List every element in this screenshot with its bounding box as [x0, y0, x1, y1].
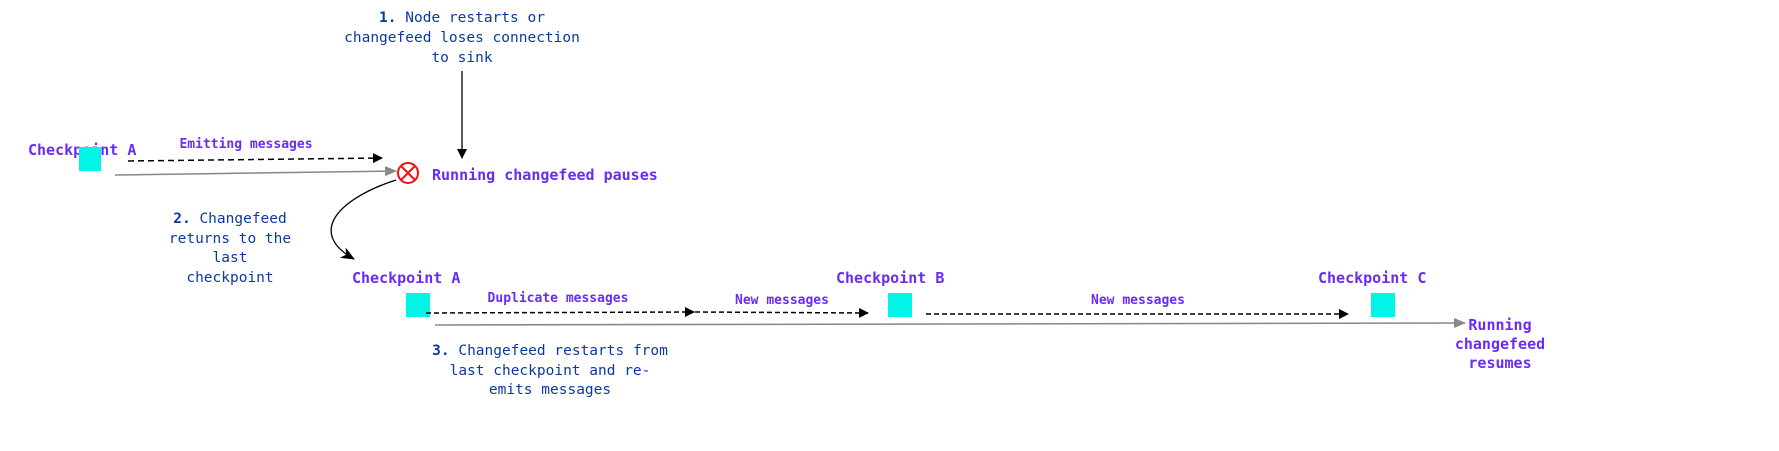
step3-note: 3. Changefeed restarts from last checkpo…	[432, 343, 668, 398]
message-label: New messages	[1091, 293, 1185, 308]
checkpoint-marker	[1371, 293, 1395, 317]
note-line: last	[213, 250, 248, 266]
step-number: 1.	[379, 10, 396, 26]
note-line: Changefeed	[199, 211, 286, 227]
message-label: New messages	[735, 293, 829, 308]
svg-text:1. Node restarts or: 1. Node restarts or	[379, 10, 545, 26]
note-line: Node restarts or	[405, 10, 545, 26]
message-label: Duplicate messages	[488, 291, 629, 306]
timeline	[114, 166, 397, 177]
message-arrow	[694, 307, 869, 318]
note-line: emits messages	[489, 382, 611, 398]
checkpoint-label: Checkpoint A	[352, 269, 460, 287]
checkpoint-marker	[888, 293, 912, 317]
message-arrow	[127, 153, 383, 164]
note-line: Changefeed restarts from	[458, 343, 668, 359]
note-line: to sink	[431, 50, 492, 66]
resume-line: Running	[1468, 316, 1531, 334]
checkpoint-label: Checkpoint B	[836, 269, 944, 287]
step-number: 3.	[432, 343, 449, 359]
step2-note: 2. Changefeed returns to the last checkp…	[169, 211, 291, 286]
message-label: Emitting messages	[179, 137, 312, 152]
resume-line: changefeed	[1455, 335, 1545, 353]
message-arrow	[425, 307, 695, 318]
checkpoint-label: Checkpoint C	[1318, 269, 1426, 287]
svg-text:3. Changefeed restarts from: 3. Changefeed restarts from	[432, 343, 668, 359]
resume-label: Running changefeed resumes	[1455, 316, 1545, 372]
note-line: returns to the	[169, 231, 291, 247]
resume-line: resumes	[1468, 354, 1531, 372]
note-line: last checkpoint and re-	[450, 363, 651, 379]
note-line: changefeed loses connection	[344, 30, 580, 46]
step1-note: 1. Node restarts or changefeed loses con…	[344, 10, 580, 66]
note-line: checkpoint	[186, 270, 273, 286]
error-x-circle-icon	[397, 162, 419, 184]
svg-text:2. Changefeed: 2. Changefeed	[173, 211, 287, 227]
pause-label: Running changefeed pauses	[432, 166, 658, 184]
timeline	[434, 318, 1466, 329]
return-arrow	[330, 179, 397, 260]
checkpoint-marker	[79, 147, 101, 171]
step-number: 2.	[173, 211, 190, 227]
